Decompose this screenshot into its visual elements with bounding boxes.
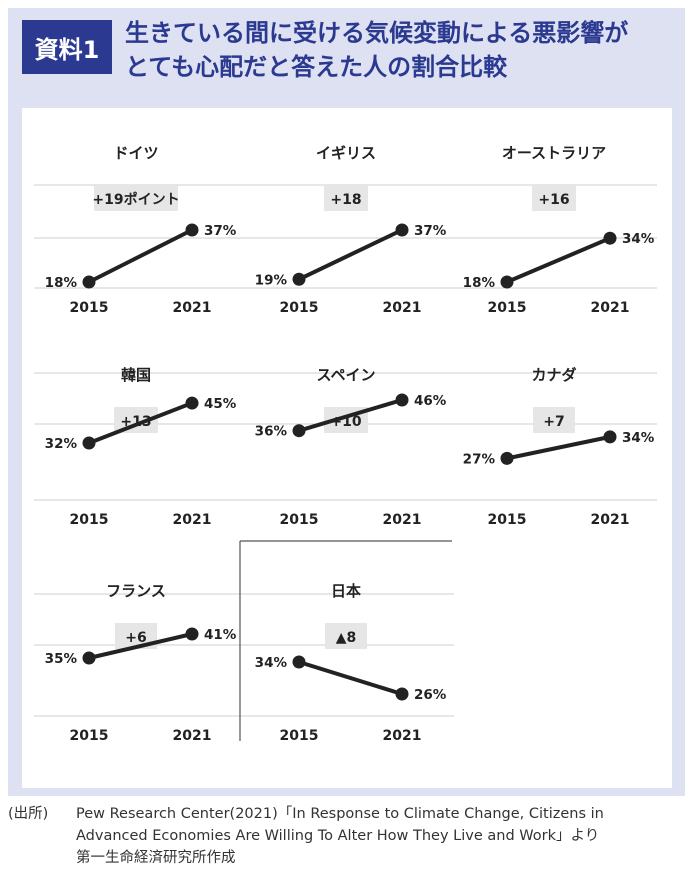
x-tick-label: 2015 [70, 300, 109, 316]
series-line [298, 398, 403, 433]
x-tick-label: 2021 [383, 512, 422, 528]
change-label-box [532, 185, 576, 211]
data-point-2021 [185, 223, 199, 237]
x-tick-label: 2021 [591, 512, 630, 528]
series-line [506, 434, 611, 461]
value-label-2015: 34% [255, 655, 288, 671]
x-tick-label: 2015 [70, 728, 109, 744]
chart-title: スペイン [317, 366, 376, 384]
data-point-2021 [185, 396, 199, 410]
data-point-2021 [185, 627, 199, 641]
data-point-2021 [603, 231, 617, 245]
series-line [88, 228, 193, 284]
small-multiples-chart: ドイツ +19ポイント 18% 37% 2015 2021 イギリス +18 19% 37% 201… [34, 144, 657, 744]
data-point-2015 [292, 655, 306, 669]
x-tick-label: 2015 [280, 300, 319, 316]
figure-title-line-2: とても心配だと答えた人の割合比較 [125, 53, 508, 81]
chart-title: フランス [106, 582, 166, 600]
x-tick-label: 2015 [280, 728, 319, 744]
change-label-box [324, 185, 368, 211]
series-line [298, 228, 403, 282]
data-point-2015 [500, 451, 514, 465]
data-point-2015 [82, 275, 96, 289]
value-label-2015: 19% [255, 272, 288, 288]
chart-title: ドイツ [113, 144, 158, 162]
x-tick-label: 2015 [280, 512, 319, 528]
figure-title-line-1: 生きている間に受ける気候変動による悪影響が [125, 19, 629, 47]
value-label-2021: 34% [622, 430, 655, 446]
series-line [88, 401, 193, 445]
value-label-2015: 18% [463, 275, 496, 291]
series-line [298, 660, 403, 696]
figure-title: 生きている間に受ける気候変動による悪影響が とても心配だと答えた人の割合比較 [125, 16, 675, 84]
data-point-2015 [292, 424, 306, 438]
change-label: ▲8 [336, 630, 357, 646]
change-label: +16 [538, 192, 569, 208]
change-label: +19ポイント [92, 191, 179, 208]
change-label-box [94, 185, 178, 211]
x-tick-label: 2015 [488, 300, 527, 316]
data-point-2021 [395, 687, 409, 701]
chart-panel: ドイツ +19ポイント 18% 37% 2015 2021 イギリス +18 19% 37% 201… [22, 108, 672, 788]
data-point-2021 [395, 393, 409, 407]
chart-title: カナダ [531, 366, 576, 384]
source-label: (出所) [8, 806, 49, 822]
series-line [506, 236, 611, 284]
source-line-2: Advanced Economies Are Willing To Alter … [76, 828, 600, 844]
data-point-2015 [82, 436, 96, 450]
figure-badge: 資料1 [22, 20, 112, 74]
value-label-2015: 27% [463, 451, 496, 467]
change-label: +6 [125, 630, 146, 646]
data-point-2015 [82, 651, 96, 665]
value-label-2021: 41% [204, 627, 237, 643]
source-text: Pew Research Center(2021)「In Response to… [76, 803, 688, 869]
data-point-2021 [603, 430, 617, 444]
value-label-2021: 37% [204, 223, 237, 239]
change-label-box [533, 407, 575, 433]
series-line [88, 632, 193, 660]
source-line-3: 第一生命経済研究所作成 [76, 850, 236, 866]
data-point-2021 [395, 223, 409, 237]
value-label-2015: 36% [255, 424, 288, 440]
x-tick-label: 2021 [383, 728, 422, 744]
x-tick-label: 2021 [591, 300, 630, 316]
chart-title: 日本 [331, 582, 361, 600]
x-tick-label: 2015 [70, 512, 109, 528]
value-label-2021: 37% [414, 223, 447, 239]
value-label-2015: 35% [45, 651, 78, 667]
value-label-2015: 32% [45, 436, 78, 452]
chart-title: 韓国 [121, 366, 151, 384]
source-line-1: Pew Research Center(2021)「In Response to… [76, 806, 604, 822]
value-label-2021: 26% [414, 687, 447, 703]
value-label-2021: 45% [204, 396, 237, 412]
value-label-2021: 46% [414, 393, 447, 409]
x-tick-label: 2015 [488, 512, 527, 528]
data-point-2015 [500, 275, 514, 289]
value-label-2015: 18% [45, 275, 78, 291]
x-tick-label: 2021 [173, 728, 212, 744]
value-label-2021: 34% [622, 231, 655, 247]
x-tick-label: 2021 [383, 300, 422, 316]
change-label: +18 [330, 192, 361, 208]
chart-title: イギリス [316, 144, 376, 162]
x-tick-label: 2021 [173, 512, 212, 528]
x-tick-label: 2021 [173, 300, 212, 316]
data-point-2015 [292, 272, 306, 286]
change-label-box [325, 623, 367, 649]
chart-title: オーストラリア [502, 144, 606, 162]
change-label: +7 [543, 414, 564, 430]
